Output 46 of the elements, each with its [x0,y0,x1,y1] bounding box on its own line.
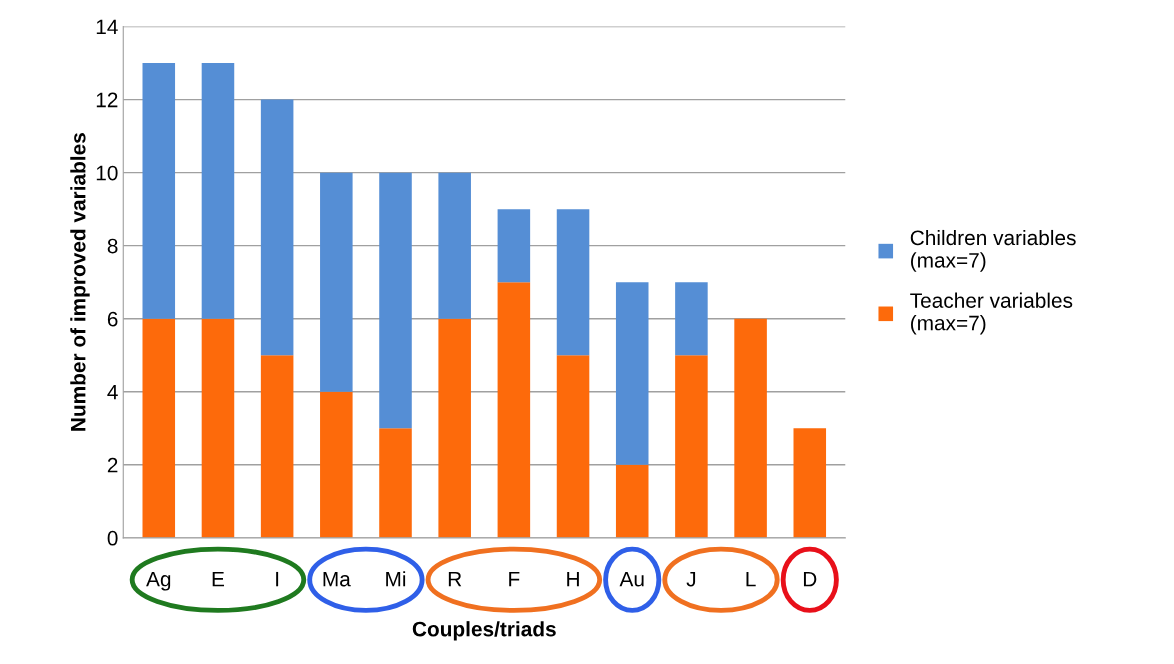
x-tick-label: F [509,571,520,587]
bar [615,282,649,465]
bar [438,172,471,319]
bar [675,282,708,356]
y-tick-label: 8 [107,238,118,254]
y-tick-label: 14 [96,19,118,35]
bar [556,209,590,356]
bar [379,428,412,538]
x-tick-label: Mi [386,571,406,587]
x-tick-label: H [567,571,579,587]
bar [675,355,708,538]
bar [260,99,294,356]
bar [734,318,767,538]
y-tick-label: 10 [96,165,118,181]
bar [497,209,531,283]
x-tick-label: Ag [146,571,171,591]
legend-label: Teacher variables (max=7) [910,292,1073,335]
bar [438,318,471,538]
x-tick-label: I [276,571,279,587]
x-tick-label: J [686,571,696,587]
y-tick-label: 12 [96,92,118,108]
y-tick-label: 6 [107,311,118,327]
x-tick-label: D [803,571,817,587]
bar [379,172,412,429]
bar [556,355,590,538]
bar [320,391,353,538]
x-tick-label: L [746,571,756,587]
x-tick-label: Ma [323,571,351,587]
x-tick-label: E [212,571,225,587]
y-tick-label: 2 [107,457,118,473]
x-tick-label: R [448,571,462,587]
bar [201,318,235,538]
bar [497,282,531,538]
x-tick-label: Au [619,571,644,587]
bar [615,464,649,538]
bar [260,355,294,538]
y-tick-label: 4 [107,384,118,400]
bar [793,428,827,538]
bar [320,172,353,392]
y-axis-title: Number of improved variables [70,133,90,431]
legend-label: Children variables (max=7) [910,229,1076,272]
bar [142,63,176,319]
bar [201,63,235,319]
y-tick-label: 0 [107,530,118,546]
x-axis-title: Couples/triads [412,621,556,641]
bar [142,318,176,538]
